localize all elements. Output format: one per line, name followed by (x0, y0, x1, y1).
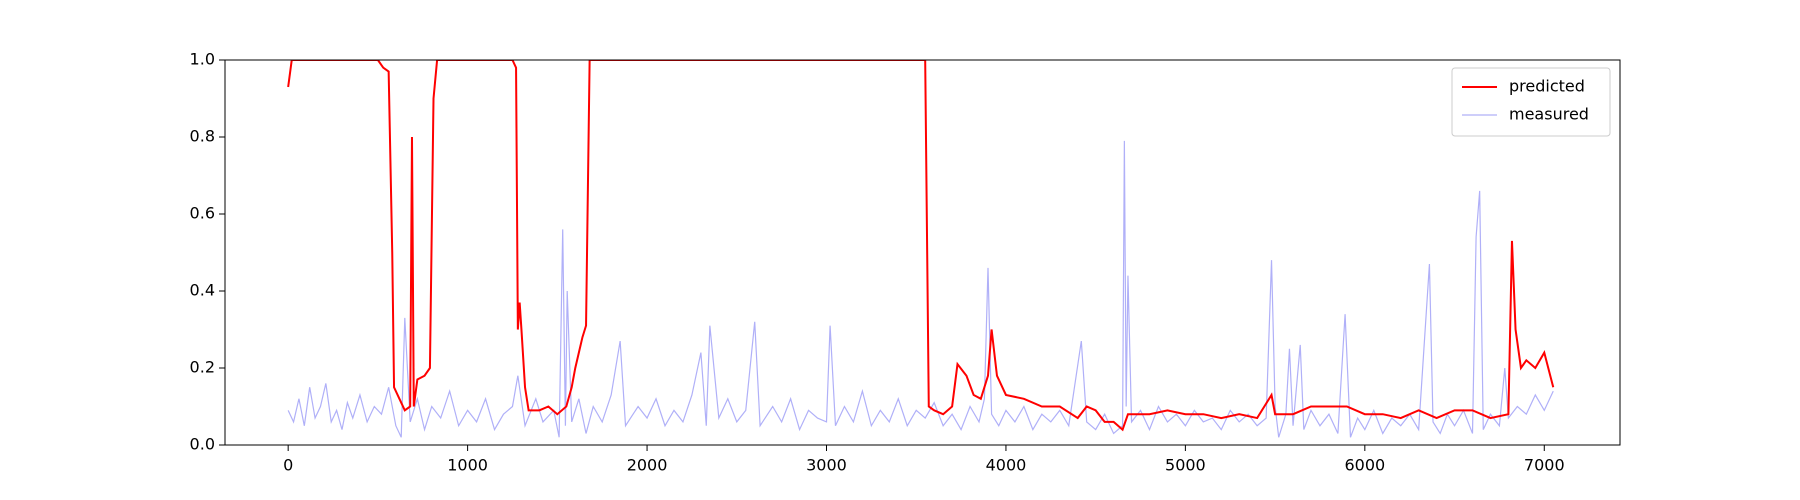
x-tick-label: 6000 (1344, 456, 1385, 475)
y-tick-label: 0.4 (190, 281, 215, 300)
legend-label: measured (1509, 105, 1589, 124)
y-tick-label: 0.2 (190, 358, 215, 377)
x-tick-label: 3000 (806, 456, 847, 475)
y-tick-label: 0.8 (190, 127, 215, 146)
series-line (287, 140, 1554, 438)
x-tick-label: 4000 (986, 456, 1027, 475)
legend-label: predicted (1509, 77, 1585, 96)
x-tick-label: 5000 (1165, 456, 1206, 475)
x-tick-label: 1000 (447, 456, 488, 475)
y-tick-label: 1.0 (190, 50, 215, 69)
x-tick-label: 0 (283, 456, 293, 475)
legend-box (1451, 67, 1611, 137)
x-tick-label: 2000 (627, 456, 668, 475)
series-line (287, 60, 1555, 432)
plot-frame (224, 59, 1621, 446)
x-tick-label: 7000 (1524, 456, 1565, 475)
y-tick-label: 0.6 (190, 204, 215, 223)
y-tick-label: 0.0 (190, 435, 215, 454)
